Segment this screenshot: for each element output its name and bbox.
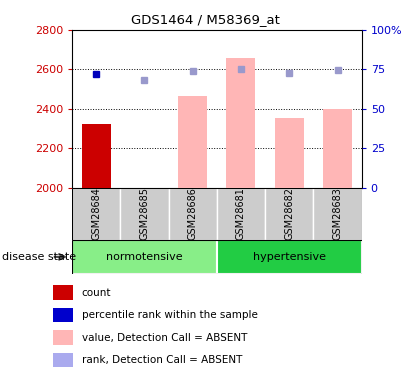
Bar <box>323 109 352 188</box>
Text: value, Detection Call = ABSENT: value, Detection Call = ABSENT <box>82 333 247 342</box>
Text: percentile rank within the sample: percentile rank within the sample <box>82 310 258 320</box>
Text: GSM28686: GSM28686 <box>188 188 198 240</box>
Bar <box>53 308 73 322</box>
Bar <box>72 240 217 274</box>
Text: normotensive: normotensive <box>106 252 182 262</box>
Bar <box>217 188 265 240</box>
Bar <box>217 240 362 274</box>
Text: count: count <box>82 288 111 297</box>
Bar <box>314 188 362 240</box>
Bar <box>226 58 256 188</box>
Text: GSM28681: GSM28681 <box>236 188 246 240</box>
Bar <box>265 188 314 240</box>
Bar <box>120 188 169 240</box>
Text: GSM28684: GSM28684 <box>91 188 101 240</box>
Text: GSM28685: GSM28685 <box>139 187 149 240</box>
Bar <box>81 123 111 188</box>
Text: GSM28682: GSM28682 <box>284 187 294 240</box>
Text: GSM28683: GSM28683 <box>332 188 342 240</box>
Text: hypertensive: hypertensive <box>253 252 326 262</box>
Bar <box>53 330 73 345</box>
Text: rank, Detection Call = ABSENT: rank, Detection Call = ABSENT <box>82 355 242 365</box>
Bar <box>53 285 73 300</box>
Text: GDS1464 / M58369_at: GDS1464 / M58369_at <box>131 13 280 26</box>
Text: disease state: disease state <box>2 252 76 262</box>
Bar <box>169 188 217 240</box>
Bar <box>275 118 304 188</box>
Bar <box>53 353 73 367</box>
Bar <box>178 96 207 188</box>
Bar <box>72 188 120 240</box>
